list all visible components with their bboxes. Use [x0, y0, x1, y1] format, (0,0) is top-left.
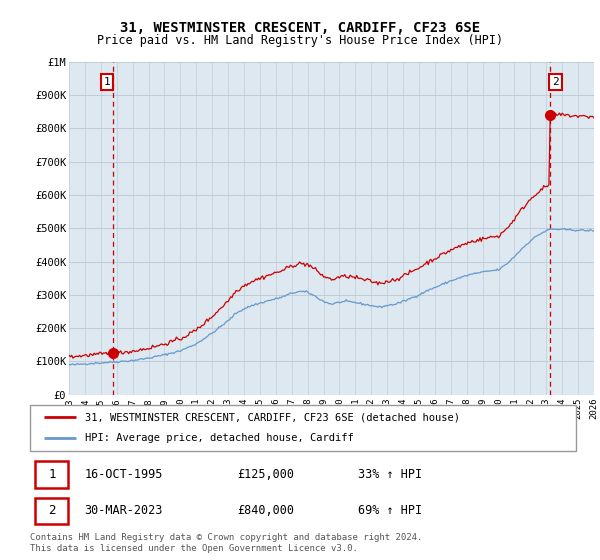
Text: 69% ↑ HPI: 69% ↑ HPI [358, 505, 422, 517]
Text: HPI: Average price, detached house, Cardiff: HPI: Average price, detached house, Card… [85, 433, 353, 444]
Text: 33% ↑ HPI: 33% ↑ HPI [358, 468, 422, 481]
Text: 30-MAR-2023: 30-MAR-2023 [85, 505, 163, 517]
Text: 2: 2 [48, 505, 56, 517]
Text: Contains HM Land Registry data © Crown copyright and database right 2024.
This d: Contains HM Land Registry data © Crown c… [30, 533, 422, 553]
Text: 1: 1 [48, 468, 56, 481]
Text: £840,000: £840,000 [238, 505, 295, 517]
FancyBboxPatch shape [35, 461, 68, 488]
Text: 2: 2 [552, 77, 559, 87]
Text: 16-OCT-1995: 16-OCT-1995 [85, 468, 163, 481]
Text: Price paid vs. HM Land Registry's House Price Index (HPI): Price paid vs. HM Land Registry's House … [97, 34, 503, 46]
FancyBboxPatch shape [30, 405, 576, 451]
Text: £125,000: £125,000 [238, 468, 295, 481]
Text: 31, WESTMINSTER CRESCENT, CARDIFF, CF23 6SE (detached house): 31, WESTMINSTER CRESCENT, CARDIFF, CF23 … [85, 412, 460, 422]
Text: 31, WESTMINSTER CRESCENT, CARDIFF, CF23 6SE: 31, WESTMINSTER CRESCENT, CARDIFF, CF23 … [120, 21, 480, 35]
FancyBboxPatch shape [35, 498, 68, 524]
Text: 1: 1 [104, 77, 110, 87]
